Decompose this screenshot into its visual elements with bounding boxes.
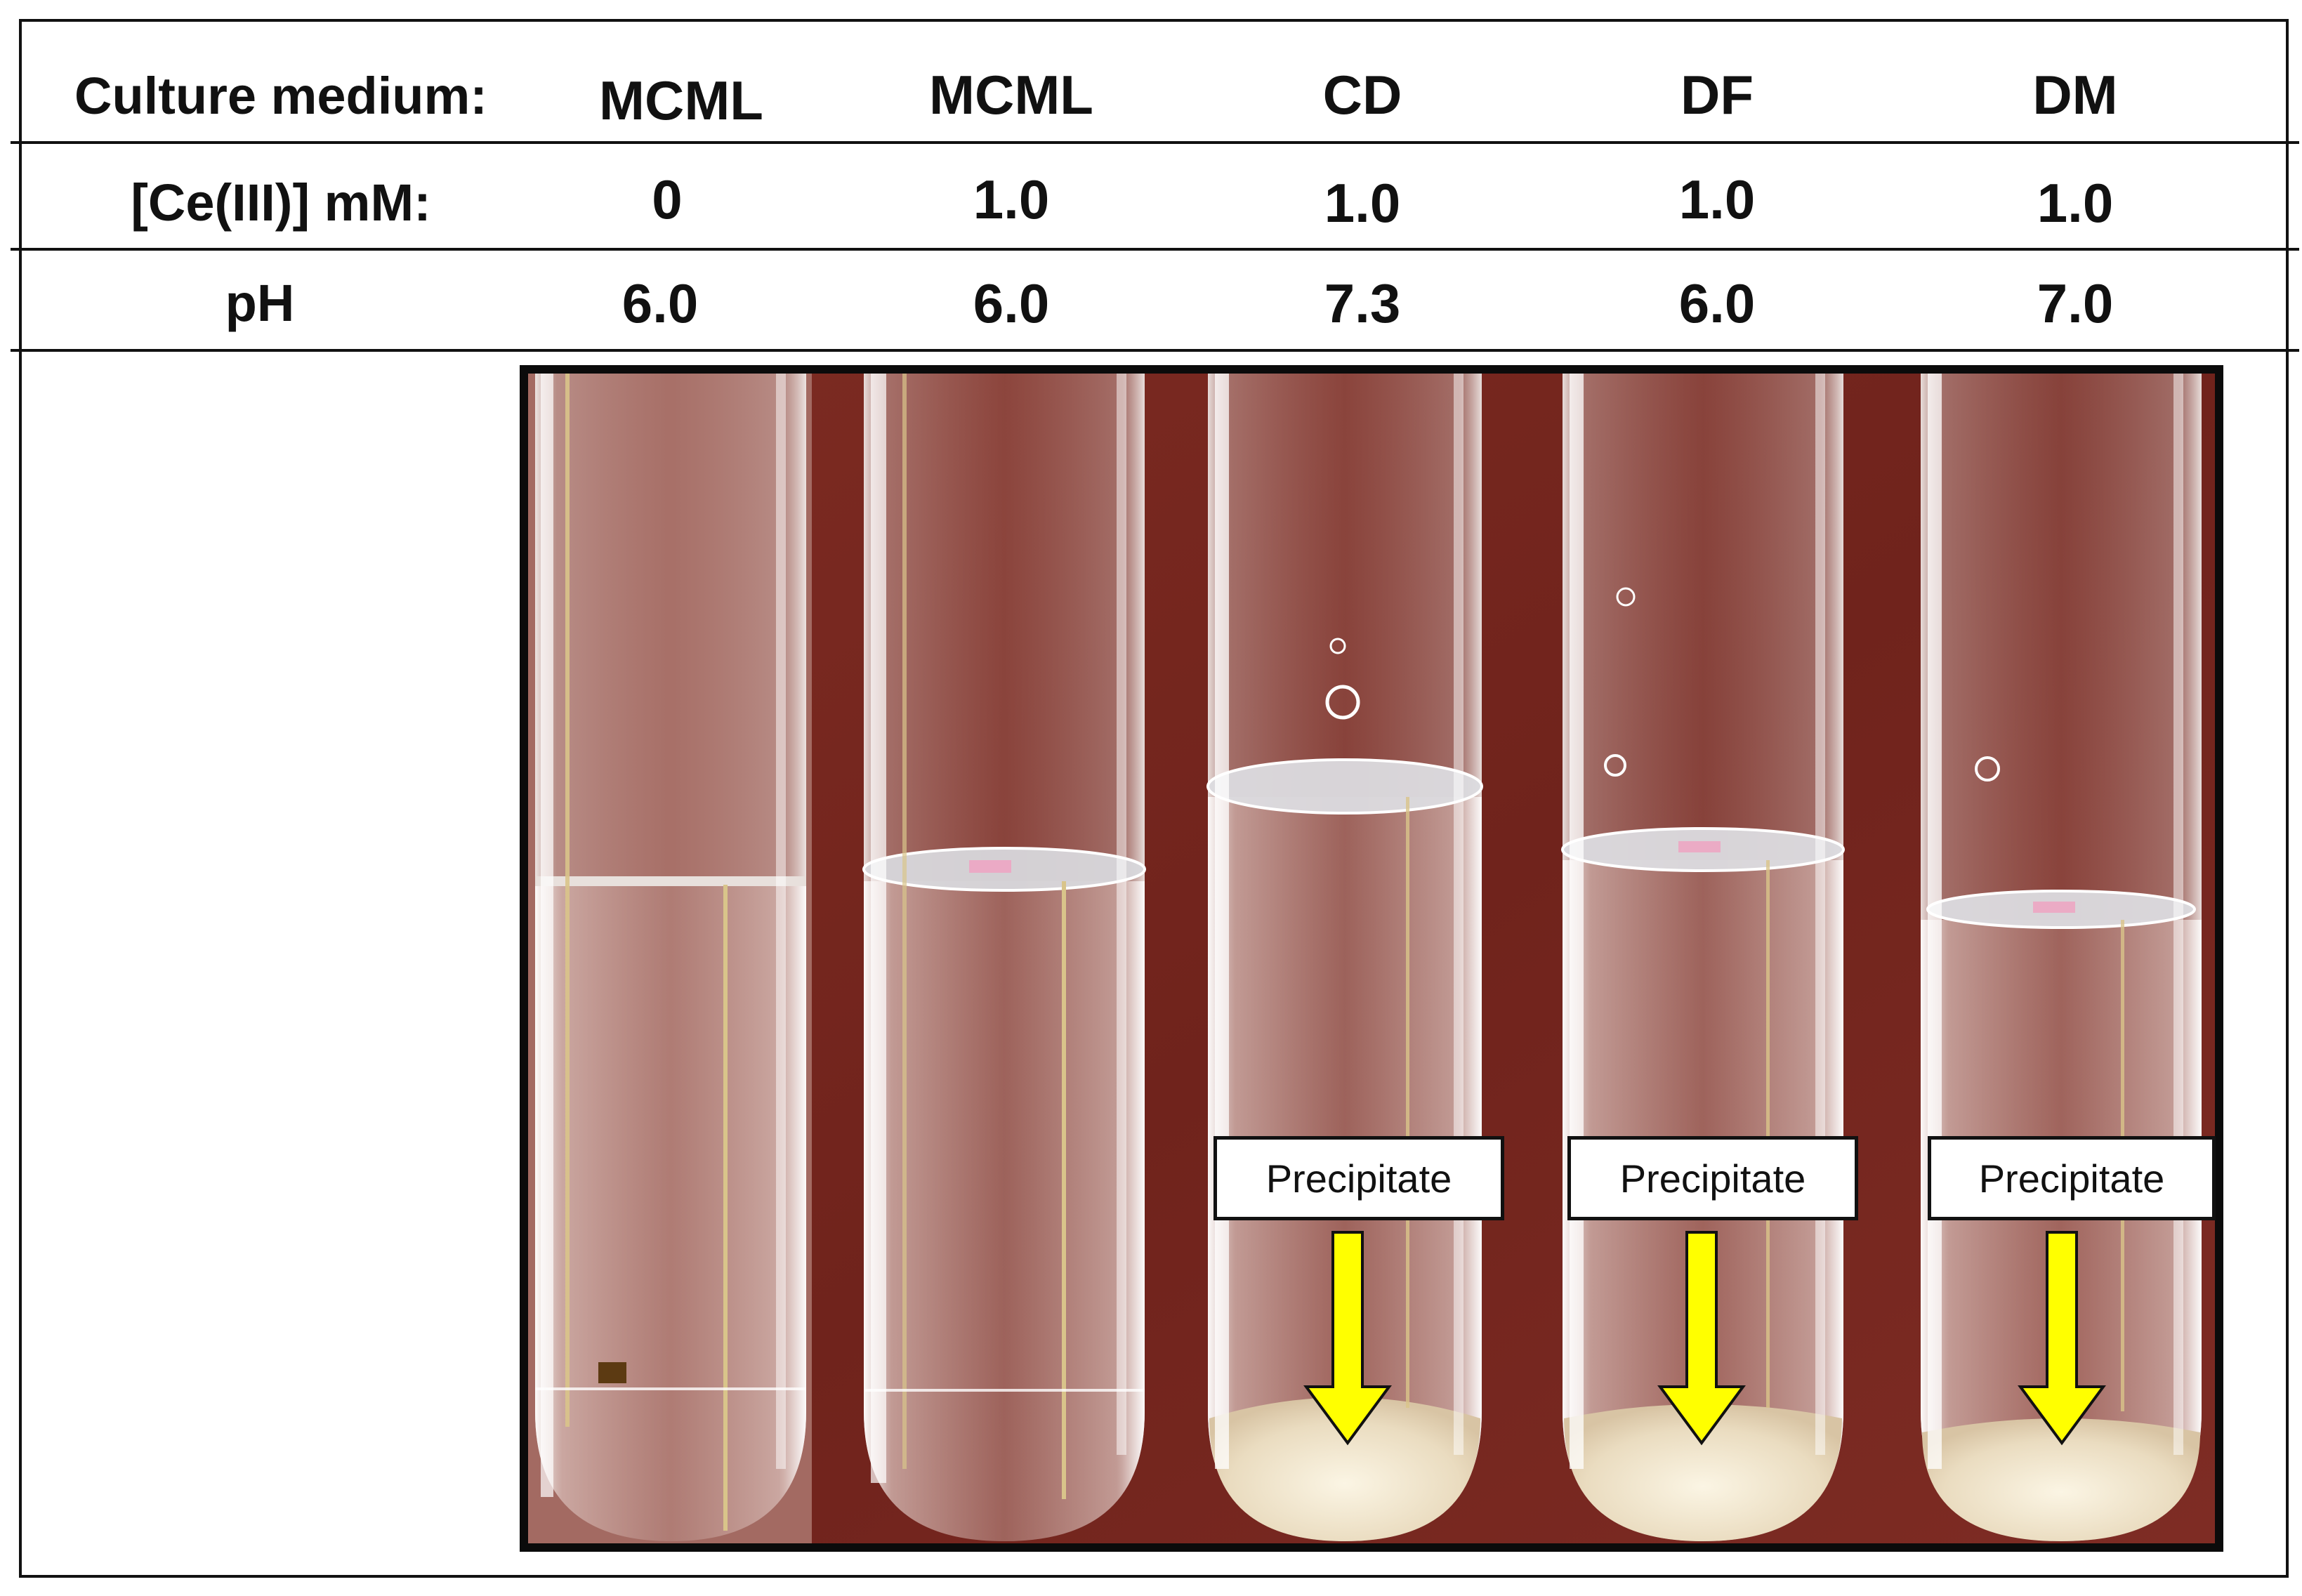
cell-medium-2: MCML: [929, 64, 1093, 126]
cell-ce-5: 1.0: [2037, 172, 2114, 234]
cell-ce-1: 0: [652, 169, 683, 230]
cell-ce-4: 1.0: [1678, 169, 1756, 230]
cell-ce-3: 1.0: [1324, 172, 1401, 234]
test-tube-2: [862, 374, 1146, 1541]
cell-ph-5: 7.0: [2037, 272, 2114, 334]
cell-medium-1: MCML: [599, 70, 763, 131]
precipitate-label-cd: Precipitate: [1214, 1136, 1504, 1220]
row-label-medium: Culture medium:: [74, 67, 487, 125]
cell-ph-3: 7.3: [1324, 272, 1401, 334]
figure-frame: [19, 19, 2289, 1578]
precipitate-label-dm: Precipitate: [1928, 1136, 2216, 1220]
cell-ce-2: 1.0: [973, 169, 1050, 230]
precipitate-arrow-cd: [1303, 1231, 1392, 1446]
cell-medium-3: CD: [1322, 64, 1402, 126]
table-divider: [11, 248, 2299, 251]
table-divider: [11, 349, 2299, 352]
test-tubes-photo: Precipitate Precipitate Precipitate: [520, 365, 2223, 1552]
row-label-ce: [Ce(III)] mM:: [131, 173, 431, 232]
cell-medium-4: DF: [1681, 64, 1754, 126]
precipitate-arrow-df: [1657, 1231, 1746, 1446]
cell-medium-5: DM: [2032, 64, 2118, 126]
cell-ph-2: 6.0: [973, 272, 1050, 334]
cell-ph-1: 6.0: [621, 272, 699, 334]
row-label-ph: pH: [225, 274, 295, 332]
table-divider: [11, 141, 2299, 144]
cell-ph-4: 6.0: [1678, 272, 1756, 334]
test-tube-1: [528, 374, 812, 1543]
test-tube-5: [1921, 374, 2202, 1541]
precipitate-label-df: Precipitate: [1567, 1136, 1858, 1220]
precipitate-arrow-dm: [2018, 1231, 2106, 1446]
